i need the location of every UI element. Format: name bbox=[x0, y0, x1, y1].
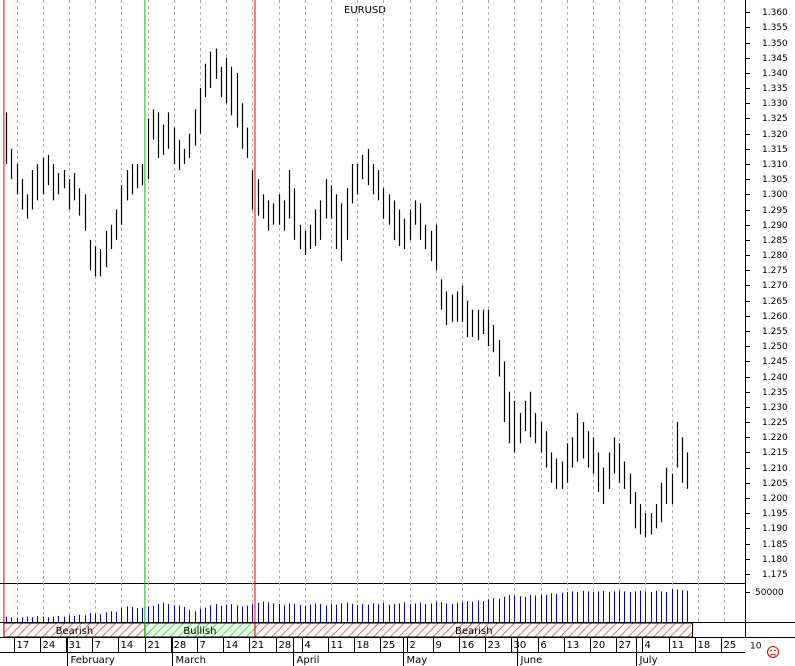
month-label: June bbox=[520, 655, 543, 666]
month-label: July bbox=[639, 655, 658, 666]
x-tick-label: 7 bbox=[200, 640, 206, 651]
y-tick-label: 1.180 bbox=[762, 555, 788, 565]
y-tick-label: 1.335 bbox=[762, 84, 788, 94]
x-tick-label: 24 bbox=[43, 640, 56, 651]
y-tick-label: 1.210 bbox=[762, 464, 788, 474]
x-tick-label: 21 bbox=[252, 640, 265, 651]
y-tick-label: 1.250 bbox=[762, 342, 788, 352]
chart-title: EURUSD bbox=[344, 5, 386, 16]
y-tick-label: 1.340 bbox=[762, 69, 788, 79]
corner-label: 10 bbox=[750, 642, 762, 652]
y-tick-label: 1.200 bbox=[762, 494, 788, 504]
y-tick-label: 1.360 bbox=[762, 8, 788, 18]
x-tick-label: 28 bbox=[174, 640, 187, 651]
month-label: April bbox=[297, 655, 320, 666]
x-tick-label: 21 bbox=[148, 640, 161, 651]
y-tick-label: 1.255 bbox=[762, 327, 788, 337]
y-tick-label: 1.280 bbox=[762, 251, 788, 261]
y-tick-label: 1.245 bbox=[762, 357, 788, 367]
y-tick-label: 1.355 bbox=[762, 23, 788, 33]
x-tick-label: 14 bbox=[226, 640, 239, 651]
x-tick-label: 28 bbox=[279, 640, 292, 651]
y-tick-label: 1.265 bbox=[762, 297, 788, 307]
x-tick-label: 25 bbox=[724, 640, 737, 651]
x-tick-label: 2 bbox=[410, 640, 416, 651]
regime-label: Bearish bbox=[56, 626, 94, 637]
month-label: February bbox=[71, 655, 115, 666]
y-tick-label: 1.290 bbox=[762, 221, 788, 231]
y-tick-label: 1.185 bbox=[762, 540, 788, 550]
y-tick-label: 1.345 bbox=[762, 54, 788, 64]
x-tick-label: 4 bbox=[305, 640, 311, 651]
y-tick-label: 1.230 bbox=[762, 403, 788, 413]
x-tick-label: 14 bbox=[121, 640, 134, 651]
y-tick-label: 1.220 bbox=[762, 433, 788, 443]
y-tick-label: 1.240 bbox=[762, 373, 788, 383]
x-tick-label: 16 bbox=[462, 640, 475, 651]
y-tick-label: 1.325 bbox=[762, 114, 788, 124]
x-tick-label: 7 bbox=[95, 640, 101, 651]
month-label: March bbox=[176, 655, 206, 666]
y-tick-label: 1.205 bbox=[762, 479, 788, 489]
y-tick-label: 1.310 bbox=[762, 160, 788, 170]
y-tick-label: 1.300 bbox=[762, 190, 788, 200]
y-tick-label: 1.270 bbox=[762, 281, 788, 291]
x-tick-label: 23 bbox=[488, 640, 501, 651]
y-tick-label: 1.295 bbox=[762, 206, 788, 216]
y2-tick-label: 50000 bbox=[755, 588, 784, 598]
y-tick-label: 1.195 bbox=[762, 509, 788, 519]
y-tick-label: 1.350 bbox=[762, 39, 788, 49]
x-tick-label: 25 bbox=[383, 640, 396, 651]
x-tick-label: 17 bbox=[17, 640, 30, 651]
x-tick-label: 18 bbox=[698, 640, 711, 651]
x-tick-label: 11 bbox=[672, 640, 685, 651]
y-tick-label: 1.235 bbox=[762, 388, 788, 398]
x-tick-label: 13 bbox=[567, 640, 580, 651]
y-tick-label: 1.320 bbox=[762, 130, 788, 140]
regime-label: Bullish bbox=[183, 626, 216, 637]
x-tick-label: 27 bbox=[619, 640, 632, 651]
x-tick-label: 18 bbox=[357, 640, 370, 651]
y-tick-label: 1.330 bbox=[762, 99, 788, 109]
y-tick-label: 1.225 bbox=[762, 418, 788, 428]
y-tick-label: 1.175 bbox=[762, 570, 788, 580]
regime-label: Bearish bbox=[455, 626, 493, 637]
x-tick-label: 31 bbox=[69, 640, 82, 651]
y-tick-label: 1.260 bbox=[762, 312, 788, 322]
y-tick-label: 1.215 bbox=[762, 448, 788, 458]
status-icon bbox=[767, 646, 779, 658]
y-tick-label: 1.305 bbox=[762, 175, 788, 185]
y-tick-label: 1.285 bbox=[762, 236, 788, 246]
y-tick-label: 1.275 bbox=[762, 266, 788, 276]
y-tick-label: 1.315 bbox=[762, 145, 788, 155]
x-tick-label: 6 bbox=[541, 640, 547, 651]
month-label: May bbox=[407, 655, 428, 666]
x-tick-label: 20 bbox=[593, 640, 606, 651]
x-tick-label: 4 bbox=[645, 640, 651, 651]
y-tick-label: 1.190 bbox=[762, 524, 788, 534]
x-tick-label: 11 bbox=[331, 640, 344, 651]
x-tick-label: 30 bbox=[514, 640, 527, 651]
x-tick-label: 9 bbox=[436, 640, 442, 651]
